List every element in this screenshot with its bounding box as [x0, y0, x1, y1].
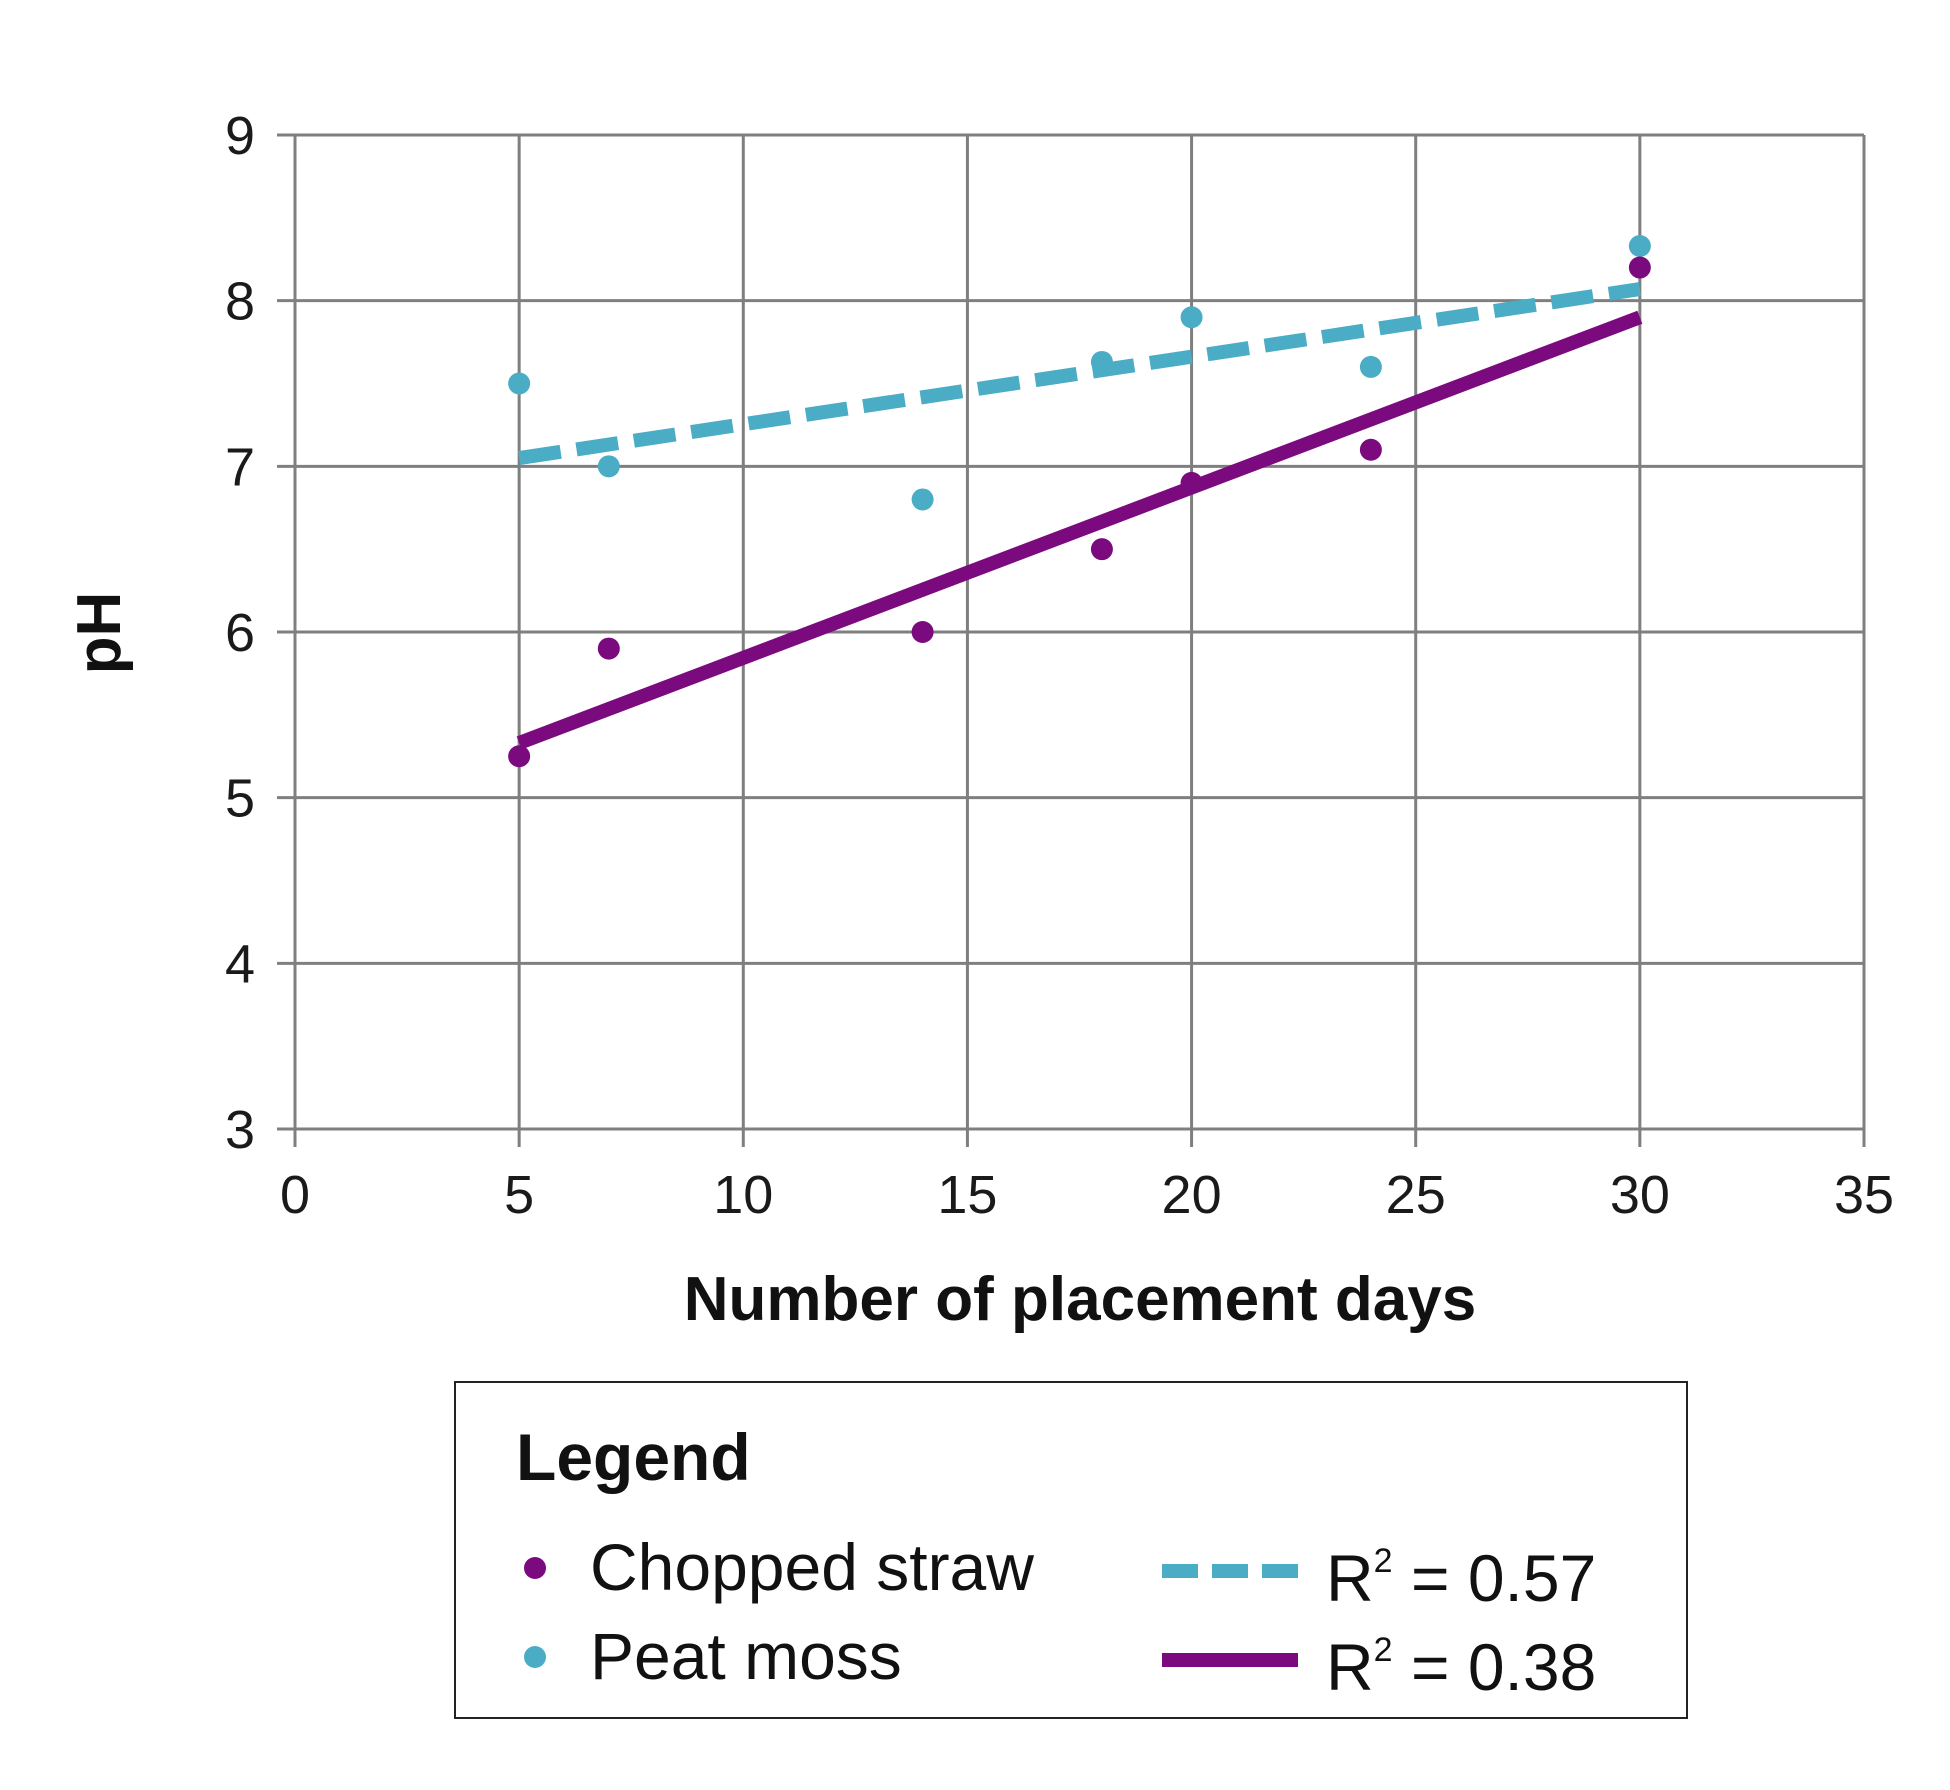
- x-axis-title: Number of placement days: [684, 1265, 1476, 1334]
- point-series1-4: [1180, 306, 1203, 329]
- trendlines: [516, 282, 1643, 750]
- x-tick-label-1: 5: [504, 1165, 534, 1225]
- x-tick-label-4: 20: [1162, 1165, 1222, 1225]
- legend-title: Legend: [516, 1420, 751, 1494]
- point-series1-5: [1359, 355, 1382, 378]
- legend-dashed-line: [1162, 1564, 1298, 1578]
- trendline-1: [518, 282, 1641, 465]
- point-series1-0: [508, 372, 531, 395]
- point-series0-3: [1090, 538, 1113, 561]
- point-series0-6: [1628, 256, 1651, 279]
- legend-solid-line: [1162, 1653, 1298, 1667]
- x-tick-label-7: 35: [1834, 1165, 1894, 1225]
- legend: Legend Chopped straw Peat moss R2 = 0.57…: [454, 1381, 1688, 1719]
- x-tick-label-2: 10: [713, 1165, 773, 1225]
- data-points: [508, 234, 1651, 768]
- point-series0-5: [1359, 438, 1382, 461]
- legend-dot-peat-moss: [524, 1646, 546, 1668]
- point-series1-6: [1628, 234, 1651, 257]
- point-series1-1: [597, 455, 620, 478]
- y-tick-label-4: 7: [225, 437, 255, 497]
- trendline-0: [516, 310, 1643, 750]
- y-axis-title: pH: [65, 592, 134, 675]
- legend-label-peat-moss: Peat moss: [590, 1619, 902, 1693]
- y-tick-label-2: 5: [225, 769, 255, 829]
- y-tick-label-1: 4: [225, 934, 255, 994]
- point-series0-1: [597, 637, 620, 660]
- x-tick-label-0: 0: [280, 1165, 310, 1225]
- point-series1-2: [911, 488, 934, 511]
- legend-r2-chopped-straw: R2 = 0.38: [1326, 1630, 1597, 1704]
- y-tick-label-6: 9: [225, 106, 255, 166]
- legend-label-chopped-straw: Chopped straw: [590, 1530, 1034, 1604]
- legend-r2-peat-moss: R2 = 0.57: [1326, 1541, 1597, 1615]
- x-tick-label-6: 30: [1610, 1165, 1670, 1225]
- y-tick-label-3: 6: [225, 603, 255, 663]
- y-tick-label-0: 3: [225, 1100, 255, 1160]
- x-tick-label-3: 15: [937, 1165, 997, 1225]
- chart-grid: [277, 133, 1866, 1147]
- point-series0-4: [1180, 471, 1203, 494]
- legend-dot-chopped-straw: [524, 1557, 546, 1579]
- point-series0-2: [911, 621, 934, 643]
- y-tick-label-5: 8: [225, 272, 255, 332]
- point-series0-0: [508, 745, 531, 768]
- axis-ticks: 0 5 10 15 20 25 30 35 3 4 5 6 7 8 9: [225, 106, 1894, 1225]
- point-series1-3: [1090, 350, 1113, 373]
- x-tick-label-5: 25: [1386, 1165, 1446, 1225]
